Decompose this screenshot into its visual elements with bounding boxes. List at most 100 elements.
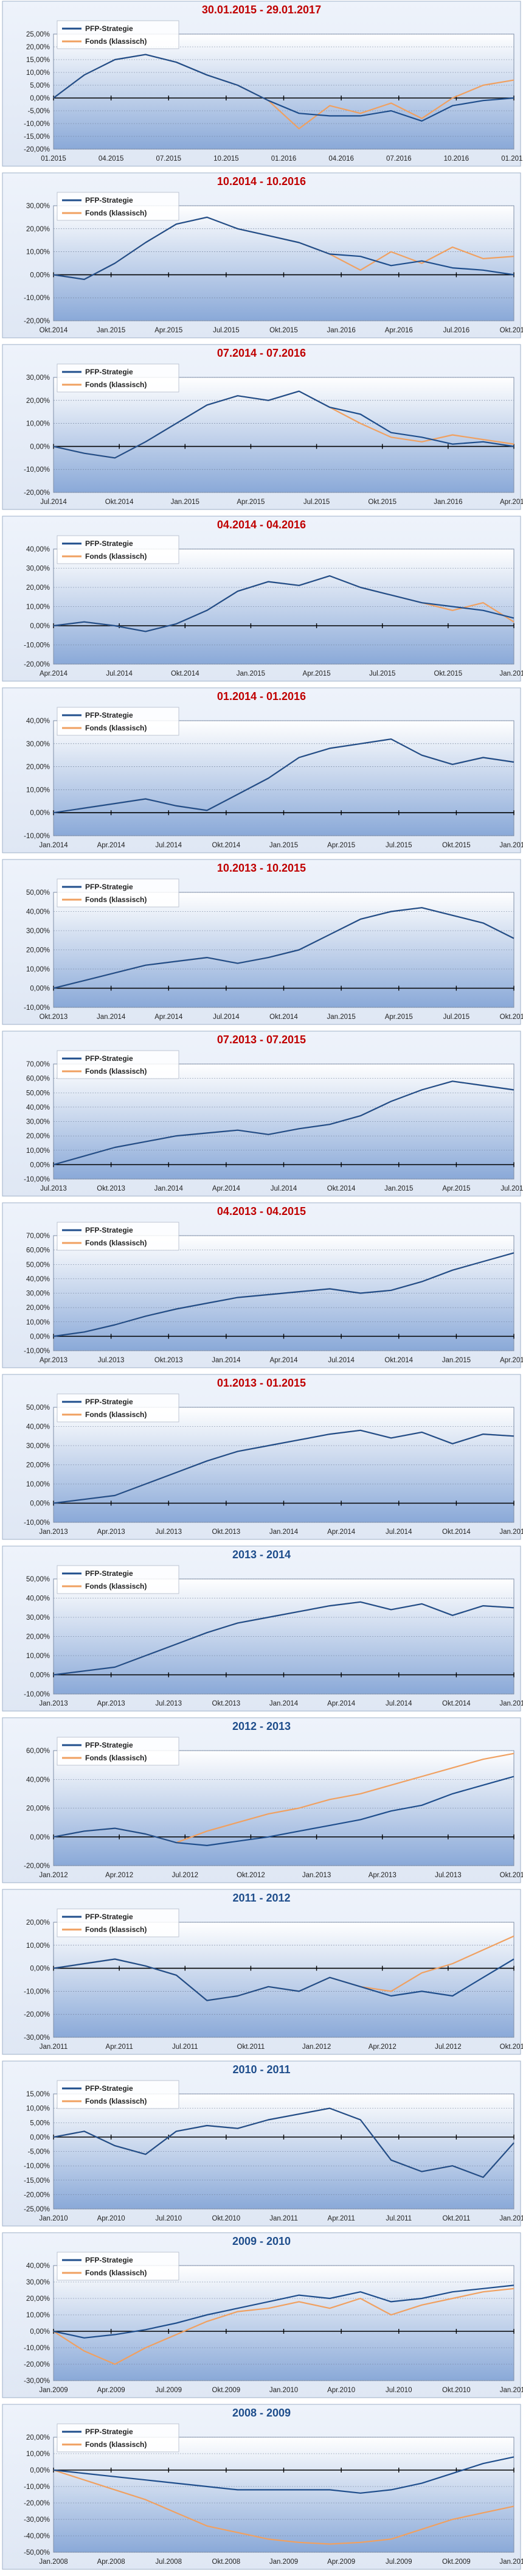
legend-box [57, 1565, 179, 1594]
y-tick-label: 60,00% [26, 1748, 50, 1755]
y-tick-label: 30,00% [26, 203, 50, 210]
x-tick-label: Apr.2014 [40, 670, 68, 677]
x-tick-label: Okt.2015 [368, 499, 397, 506]
x-tick-label: Jul.2013 [435, 1872, 461, 1879]
y-tick-label: -10,00% [24, 121, 50, 128]
x-tick-label: Apr.2015 [327, 842, 355, 849]
chart-title: 2013 - 2014 [232, 1549, 291, 1561]
y-tick-label: 50,00% [26, 889, 50, 897]
series-line [53, 738, 514, 814]
y-tick-label: 40,00% [26, 546, 50, 553]
x-tick-label: Jul.2009 [156, 2387, 182, 2394]
y-tick-label: 10,00% [26, 2312, 50, 2319]
x-tick-label: Apr.2016 [385, 327, 413, 334]
y-tick-label: -10,00% [24, 2163, 50, 2170]
series-line [53, 575, 514, 632]
x-tick-label: Apr.2012 [369, 2043, 397, 2051]
x-tick-label: Okt.2014 [327, 1185, 356, 1192]
x-tick-label: 07.2015 [156, 155, 181, 163]
y-tick-label: -20,00% [24, 2011, 50, 2018]
chart-svg: 04.2013 - 04.2015 -10,00% 0,00% 10,00% 20,00… [2, 1202, 523, 1368]
y-tick-label: 20,00% [26, 1133, 50, 1140]
legend-label: Fonds (klassisch) [85, 1754, 147, 1762]
plot-area [53, 1750, 514, 1866]
series-line [53, 54, 514, 122]
y-tick-label: -10,00% [24, 1004, 50, 1012]
x-tick-label: Okt.2015 [434, 670, 463, 677]
series-line [53, 2284, 514, 2339]
y-tick-label: -30,00% [24, 2516, 50, 2524]
x-tick-label: Jul.2014 [386, 1700, 412, 1707]
x-tick-label: Okt.2015 [269, 327, 298, 334]
chart-panel: 2010 - 2011 -25,00% -20,00% -15,00% -10,00% -… [0, 2060, 523, 2228]
chart-title: 10.2013 - 10.2015 [217, 862, 306, 874]
legend-label: Fonds (klassisch) [85, 552, 147, 561]
y-tick-label: 40,00% [26, 1424, 50, 1431]
chart-svg: 01.2013 - 01.2015 -10,00% 0,00% 10,00% 20,00… [2, 1374, 523, 1540]
legend-label: PFP-Strategie [85, 196, 133, 205]
x-tick-label: Jul.2015 [386, 842, 412, 849]
y-tick-label: 70,00% [26, 1061, 50, 1068]
y-tick-label: 10,00% [26, 966, 50, 973]
legend-label: PFP-Strategie [85, 2427, 133, 2436]
chart-title: 07.2014 - 07.2016 [217, 347, 306, 359]
x-tick-label: Okt.2015 [500, 1013, 523, 1021]
x-tick-label: Apr.2010 [97, 2215, 125, 2222]
chart-title: 2010 - 2011 [232, 2063, 290, 2076]
y-tick-label: 15,00% [26, 57, 50, 64]
x-tick-label: Jan.2012 [302, 2043, 331, 2051]
chart-panel: 30.01.2015 - 29.01.2017 -20,00% -15,00% -10… [0, 0, 523, 169]
x-tick-label: Apr.2008 [97, 2558, 125, 2566]
x-tick-label: Jul.2013 [98, 1357, 124, 1364]
y-tick-label: 5,00% [30, 82, 50, 89]
chart-title: 30.01.2015 - 29.01.2017 [202, 4, 321, 16]
x-tick-label: Jan.2015 [269, 842, 298, 849]
x-tick-label: Jan.2011 [269, 2215, 297, 2222]
x-tick-label: Jul.2010 [156, 2215, 182, 2222]
plot-area [53, 205, 514, 321]
y-tick-label: 40,00% [26, 1104, 50, 1111]
x-tick-label: Apr.2015 [154, 327, 182, 334]
y-tick-label: -10,00% [24, 1519, 50, 1527]
x-tick-label: Apr.2015 [442, 1185, 470, 1192]
x-tick-label: Jul.2015 [443, 1013, 469, 1021]
x-tick-label: Jan.2014 [269, 1528, 299, 1536]
y-tick-label: -20,00% [24, 318, 50, 325]
x-tick-label: Jan.2011 [40, 2043, 68, 2051]
y-tick-label: -10,00% [24, 1176, 50, 1183]
y-tick-label: 30,00% [26, 374, 50, 382]
x-tick-label: Apr.2013 [40, 1357, 68, 1364]
x-tick-label: Okt.2011 [442, 2215, 470, 2222]
x-tick-label: Apr.2011 [106, 2043, 133, 2051]
y-tick-label: 10,00% [26, 2105, 50, 2113]
legend-label: Fonds (klassisch) [85, 37, 147, 46]
legend-box [57, 1222, 179, 1251]
x-tick-label: Okt.2013 [97, 1185, 125, 1192]
x-tick-label: Jul.2015 [369, 670, 395, 677]
x-tick-label: Jan.2008 [39, 2558, 68, 2566]
y-tick-label: -15,00% [24, 133, 50, 141]
x-tick-label: Jan.2015 [499, 1528, 523, 1536]
x-tick-label: 01.2015 [41, 155, 66, 163]
x-tick-label: Okt.2008 [212, 2558, 241, 2566]
y-tick-label: -10,00% [24, 2483, 50, 2491]
x-tick-label: Apr.2016 [500, 499, 523, 506]
y-tick-label: 0,00% [30, 2134, 50, 2141]
y-tick-label: 10,00% [26, 69, 50, 77]
x-tick-label: Apr.2010 [327, 2387, 355, 2394]
x-tick-label: Okt.2012 [500, 2043, 523, 2051]
x-tick-label: Jan.2013 [39, 1528, 68, 1536]
x-tick-label: Apr.2012 [105, 1872, 133, 1879]
chart-panel: 2013 - 2014 -10,00% 0,00% 10,00% 20,00% 30,00… [0, 1545, 523, 1713]
x-tick-label: Okt.2014 [105, 499, 134, 506]
chart-panel: 04.2014 - 04.2016 -20,00% -10,00% 0,00% 10,0… [0, 515, 523, 684]
legend-box [57, 1737, 179, 1766]
x-tick-label: Jan.2014 [97, 1013, 126, 1021]
chart-svg: 2009 - 2010 -30,00% -20,00% -10,00% 0,00% 10,… [2, 2232, 523, 2398]
y-tick-label: 20,00% [26, 1304, 50, 1312]
plot-area [53, 1063, 514, 1180]
x-tick-label: Apr.2009 [97, 2387, 125, 2394]
x-tick-label: Okt.2016 [500, 327, 523, 334]
x-tick-label: Jul.2014 [106, 670, 133, 677]
x-tick-label: 01.2016 [271, 155, 297, 163]
